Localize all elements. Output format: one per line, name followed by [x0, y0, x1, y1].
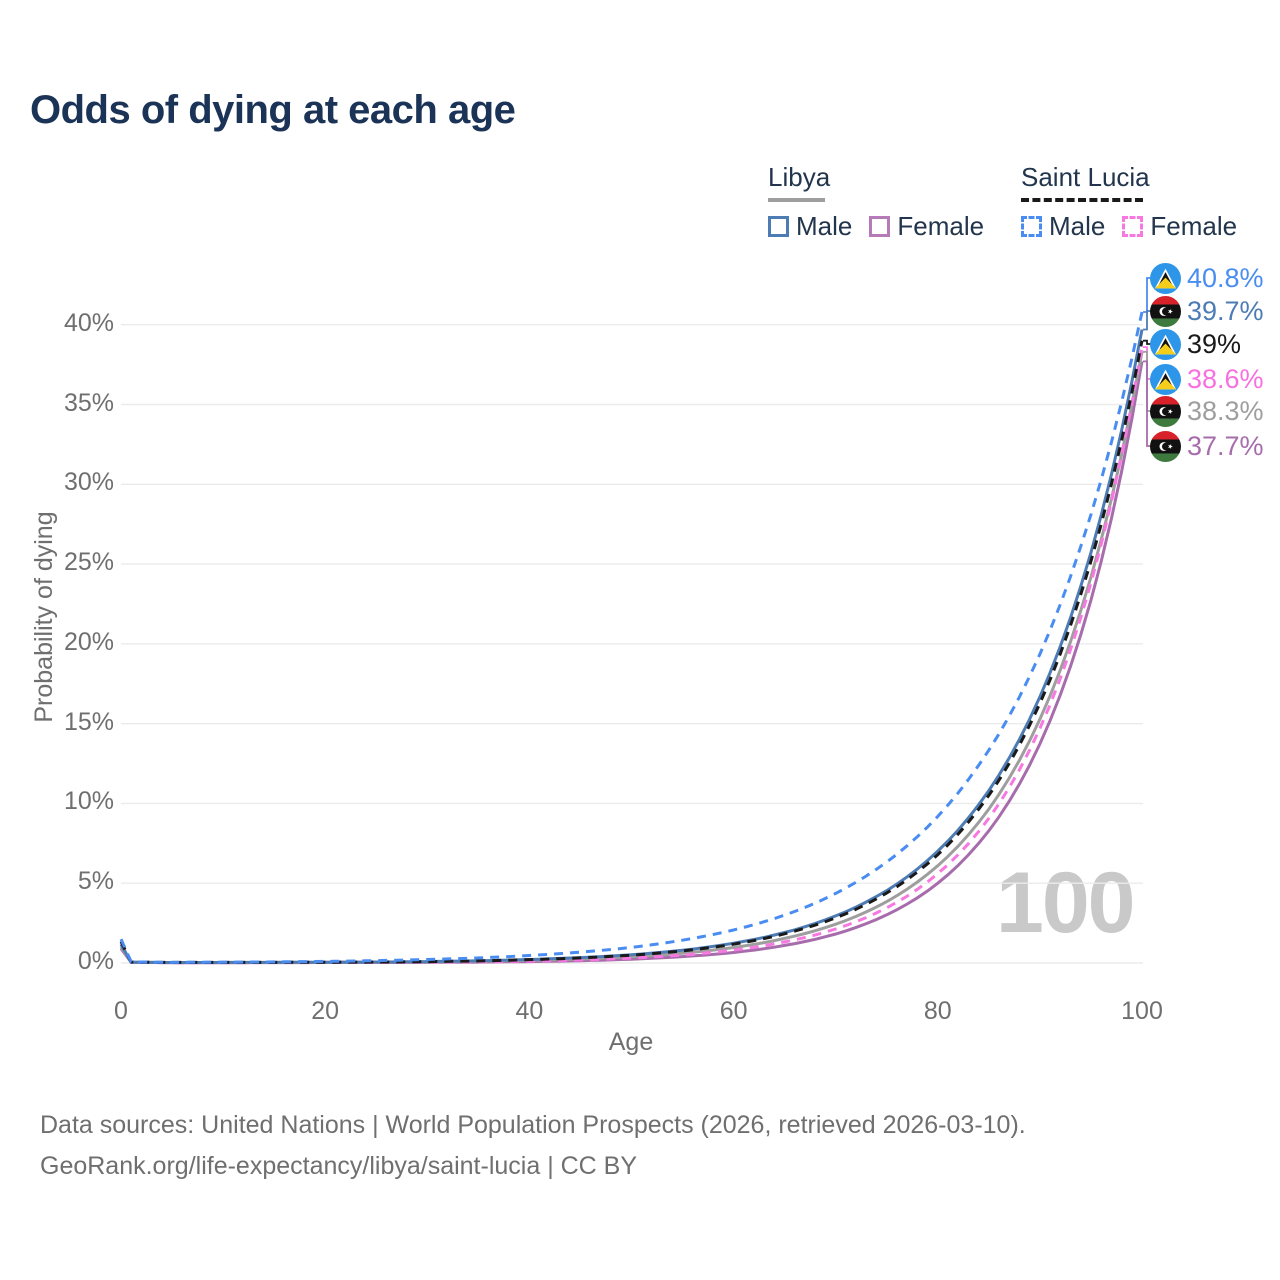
legend-label-saint-lucia-female[interactable]: Female	[1150, 211, 1238, 241]
end-label-libya-383: 38.3%	[1150, 395, 1264, 427]
legend-group-libya: Libya Male Female	[768, 162, 1001, 242]
end-label-value: 38.6%	[1187, 363, 1264, 394]
end-label-saint-lucia-408: 40.8%	[1150, 262, 1264, 294]
y-tick-label: 30%	[63, 468, 114, 497]
legend-checkbox-libya-female[interactable]	[869, 216, 891, 237]
legend-group-saint-lucia: Saint Lucia Male Female	[1021, 162, 1254, 242]
legend-checkbox-saint-lucia-male[interactable]	[1021, 216, 1042, 237]
line-saint-lucia-female	[119, 346, 1144, 965]
end-label-saint-lucia-39: 39%	[1150, 328, 1241, 360]
y-tick-label: 5%	[77, 867, 114, 896]
legend-checkbox-libya-male[interactable]	[768, 216, 789, 237]
y-tick-label: 0%	[77, 947, 114, 975]
legend-label-libya-male[interactable]: Male	[796, 211, 853, 241]
flag-saint-lucia-icon	[1150, 328, 1181, 360]
x-tick-label: 100	[1121, 997, 1163, 1025]
line-saint-lucia-male	[119, 311, 1144, 964]
x-tick-label: 20	[311, 997, 340, 1025]
legend-country-saint-lucia-label: Saint Lucia	[1021, 162, 1150, 192]
libya-solid-line-swatch	[768, 198, 825, 202]
flag-saint-lucia-icon	[1150, 363, 1181, 395]
end-label-libya-397: 39.7%	[1150, 295, 1264, 327]
line-libya-both	[119, 351, 1144, 964]
legend-checkbox-saint-lucia-female[interactable]	[1122, 216, 1144, 237]
line-libya-male	[119, 329, 1144, 964]
end-label-libya-377: 37.7%	[1150, 430, 1264, 462]
line-saint-lucia-both	[119, 340, 1144, 964]
y-tick-label: 10%	[63, 787, 114, 816]
x-tick-label: 60	[719, 997, 748, 1025]
legend-country-libya-label: Libya	[768, 162, 831, 192]
y-tick-label: 35%	[63, 388, 114, 417]
line-libya-female	[119, 361, 1144, 965]
end-label-saint-lucia-386: 38.6%	[1150, 363, 1264, 395]
flag-libya-icon	[1150, 395, 1181, 427]
end-label-value: 37.7%	[1187, 430, 1264, 461]
y-tick-label: 20%	[63, 627, 114, 656]
x-axis-title: Age	[608, 1028, 654, 1056]
age-watermark: 100	[996, 855, 1135, 951]
saint-lucia-dashed-line-swatch	[1021, 198, 1143, 202]
flag-saint-lucia-icon	[1150, 262, 1181, 294]
attribution-line: GeoRank.org/life-expectancy/libya/saint-…	[40, 1152, 638, 1180]
legend-label-libya-female[interactable]: Female	[897, 211, 985, 241]
legend-label-saint-lucia-male[interactable]: Male	[1049, 211, 1106, 241]
page-title: Odds of dying at each age	[30, 88, 516, 132]
end-label-value: 39.7%	[1187, 295, 1264, 326]
flag-libya-icon	[1150, 295, 1181, 327]
data-sources-line: Data sources: United Nations | World Pop…	[40, 1111, 1026, 1139]
end-label-value: 40.8%	[1187, 262, 1264, 293]
y-tick-label: 25%	[63, 548, 114, 577]
end-label-value: 38.3%	[1187, 395, 1264, 426]
flag-libya-icon	[1150, 430, 1181, 462]
x-tick-label: 40	[515, 997, 544, 1025]
x-tick-label: 80	[923, 997, 952, 1025]
y-tick-label: 40%	[63, 308, 114, 337]
x-tick-label: 0	[114, 997, 128, 1025]
y-tick-label: 15%	[63, 707, 114, 736]
end-label-value: 39%	[1187, 328, 1242, 359]
footer: Data sources: United Nations | World Pop…	[40, 1105, 1026, 1187]
